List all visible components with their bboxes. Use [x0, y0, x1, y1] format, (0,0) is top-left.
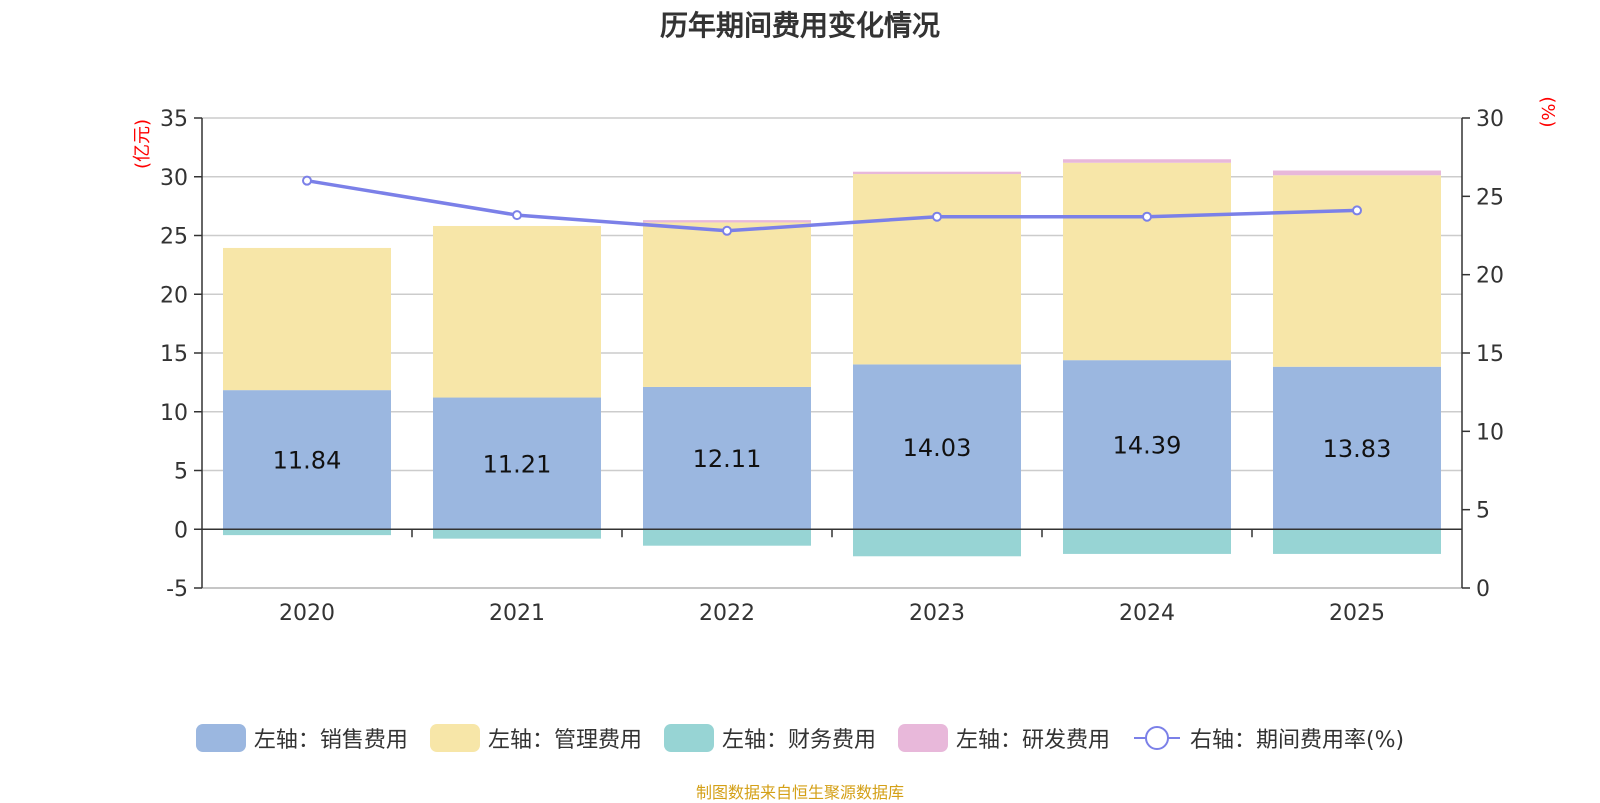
category-label: 2020	[279, 601, 335, 626]
bar	[433, 529, 601, 539]
category-label: 2023	[909, 601, 965, 626]
legend-label: 右轴：期间费用率(%)	[1189, 728, 1405, 753]
bar	[1273, 529, 1441, 554]
legend-item[interactable]: 左轴：管理费用	[429, 722, 642, 754]
bar	[1063, 360, 1231, 530]
bars	[223, 159, 1441, 557]
rate-line	[302, 175, 1362, 236]
bar	[853, 174, 1021, 365]
legend-item[interactable]: 左轴：财务费用	[663, 722, 876, 754]
bar	[223, 247, 391, 391]
bar-value-label: 13.83	[1323, 435, 1392, 463]
bar	[223, 390, 391, 530]
bar-value-label: 14.39	[1113, 432, 1182, 460]
left-tick-label: -5	[166, 577, 188, 602]
right-tick-label: 0	[1476, 577, 1490, 602]
bar	[643, 386, 811, 530]
bar	[1273, 366, 1441, 530]
legend-swatch	[897, 724, 948, 752]
left-tick-label: 10	[160, 401, 188, 426]
bar	[643, 220, 811, 223]
legend-label: 左轴：财务费用	[721, 728, 876, 753]
bar-value-label: 11.84	[273, 447, 342, 475]
rate-point	[722, 225, 732, 236]
left-tick-label: 20	[160, 283, 188, 308]
rate-point	[1142, 211, 1152, 222]
bar	[433, 397, 601, 530]
bar-value-label: 12.11	[693, 445, 762, 473]
legend-swatch	[195, 724, 246, 752]
right-tick-label: 10	[1476, 420, 1504, 445]
bar	[853, 171, 1021, 175]
bar	[1063, 162, 1231, 361]
bar-value-label: 11.21	[483, 450, 552, 478]
rate-point	[932, 211, 942, 222]
right-tick-label: 30	[1476, 107, 1504, 132]
bar	[433, 225, 601, 398]
right-axis-unit: (%)	[1537, 96, 1558, 127]
legend-swatch	[429, 724, 480, 752]
right-tick-label: 5	[1476, 499, 1490, 524]
rate-point	[1352, 205, 1362, 216]
legend-item[interactable]: 左轴：研发费用	[897, 722, 1110, 754]
left-tick-label: 35	[160, 107, 188, 132]
right-tick-label: 20	[1476, 264, 1504, 289]
legend-item[interactable]: 左轴：销售费用	[195, 722, 408, 754]
gridlines	[202, 117, 1462, 589]
bar	[643, 529, 811, 546]
bar	[853, 529, 1021, 557]
category-label: 2024	[1119, 601, 1175, 626]
bar	[1273, 175, 1441, 367]
legend-swatch	[663, 724, 714, 752]
chart-title: 历年期间费用变化情况	[659, 9, 940, 42]
left-tick-label: 5	[174, 460, 188, 485]
right-tick-label: 25	[1476, 185, 1504, 210]
rate-point	[512, 210, 522, 221]
bar	[643, 222, 811, 387]
category-label: 2021	[489, 601, 545, 626]
legend-label: 左轴：销售费用	[253, 728, 408, 753]
legend: 左轴：销售费用 左轴：管理费用 左轴：财务费用 左轴：研发费用 右轴：期间费用率(%)	[0, 722, 1600, 754]
bar	[1063, 529, 1231, 554]
bar	[223, 529, 391, 536]
left-tick-label: 25	[160, 225, 188, 250]
category-label: 2022	[699, 601, 755, 626]
legend-label: 左轴：研发费用	[955, 728, 1110, 753]
left-tick-label: 0	[174, 518, 188, 543]
rate-point	[302, 175, 312, 186]
data-labels: 11.84 11.21 12.11 14.03 14.39 13.83	[273, 432, 1392, 479]
bar	[1273, 170, 1441, 176]
source-note: 制图数据来自恒生聚源数据库	[695, 783, 904, 802]
left-tick-label: 30	[160, 166, 188, 191]
bar-value-label: 14.03	[903, 434, 972, 462]
legend-label: 左轴：管理费用	[487, 728, 642, 753]
rate-line-path	[306, 178, 1358, 233]
right-tick-label: 15	[1476, 342, 1504, 367]
legend-item[interactable]: 右轴：期间费用率(%)	[1132, 722, 1404, 754]
bar	[853, 364, 1021, 530]
left-tick-label: 15	[160, 342, 188, 367]
bar	[1063, 159, 1231, 163]
left-axis-unit: (亿元)	[132, 119, 153, 169]
category-label: 2025	[1329, 601, 1385, 626]
legend-line-icon	[1133, 726, 1180, 750]
